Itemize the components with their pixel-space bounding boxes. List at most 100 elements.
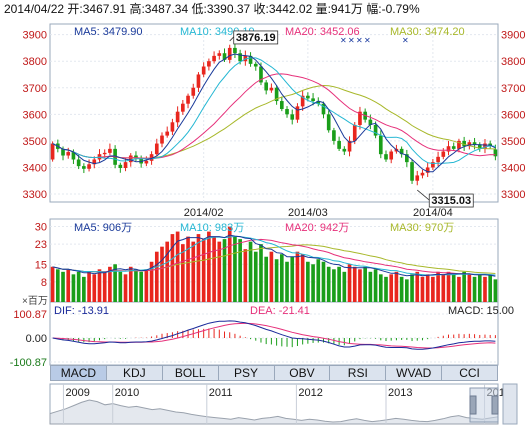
volume-bar	[347, 264, 352, 302]
candle-body	[274, 87, 279, 102]
volume-ma-legend: MA30: 970万	[390, 222, 454, 234]
volume-bar	[128, 266, 133, 302]
candle-body	[139, 158, 143, 164]
tab-kdj[interactable]: KDJ	[107, 366, 163, 380]
candle-body	[170, 122, 175, 132]
volume-bar	[175, 231, 180, 302]
price-ytick-right: 3900	[501, 30, 525, 42]
price-ytick-right: 3600	[501, 109, 525, 121]
macd-dif-line	[52, 320, 496, 350]
candle-body	[259, 66, 263, 83]
volume-bar	[410, 274, 414, 302]
candle-body	[233, 47, 237, 54]
volume-bar	[217, 241, 222, 302]
volume-bar	[446, 271, 451, 302]
candle-body	[441, 151, 446, 157]
candle-body	[462, 140, 466, 147]
volume-bar	[405, 279, 409, 302]
overview-scrollbar	[502, 383, 518, 425]
volume-bar	[358, 269, 362, 302]
volume-bar	[92, 274, 97, 302]
price-ytick-left: 3900	[23, 30, 47, 42]
volume-bar	[222, 239, 227, 302]
event-marker: ✕	[348, 36, 355, 45]
volume-bar	[181, 244, 185, 302]
ma20-line	[52, 73, 496, 159]
candle-body	[207, 61, 211, 67]
overview-year-label: 2013	[388, 387, 412, 399]
price-ma-legend: MA30: 3474.20	[390, 26, 465, 38]
price-ytick-right: 3400	[501, 162, 525, 174]
candle-body	[337, 140, 341, 149]
macd-ytick: 100.87	[13, 309, 47, 321]
volume-bar	[160, 246, 164, 302]
volume-bar	[149, 261, 154, 302]
candle-body	[306, 95, 310, 99]
volume-bar	[170, 234, 175, 302]
volume-bar	[321, 261, 326, 302]
volume-bar	[123, 274, 128, 302]
candle-body	[92, 159, 97, 165]
candle-body	[410, 162, 414, 181]
volume-bar	[441, 274, 446, 302]
price-ytick-left: 3800	[23, 56, 47, 68]
volume-bar	[394, 271, 399, 302]
candle-body	[269, 87, 274, 91]
volume-bar	[165, 241, 170, 302]
annotation-box	[233, 30, 279, 45]
macd-legend: MACD: 15.00	[448, 305, 514, 317]
price-xtick: 2014/02	[184, 207, 224, 219]
volume-bar	[389, 274, 394, 302]
candle-body	[431, 162, 435, 168]
candle-body	[290, 114, 295, 120]
volume-ma-legend: MA20: 942万	[285, 222, 349, 234]
candle-body	[196, 74, 201, 88]
overview-year-label: 2012	[298, 387, 322, 399]
tab-macd[interactable]: MACD	[51, 366, 107, 380]
volume-bar	[337, 266, 341, 302]
overview-year-label: 2010	[115, 387, 139, 399]
volume-bar	[191, 241, 196, 302]
volume-bar	[483, 276, 487, 302]
candle-body	[123, 162, 128, 168]
candle-body	[76, 159, 81, 167]
candle-body	[399, 148, 404, 155]
volume-bar	[399, 276, 404, 302]
candle-body	[295, 106, 300, 120]
volume-bar	[71, 274, 76, 302]
tab-cci[interactable]: CCI	[459, 366, 480, 380]
candle-body	[472, 142, 477, 145]
tab-psy[interactable]: PSY	[219, 366, 275, 380]
tab-rsi[interactable]: RSI	[330, 366, 387, 380]
tab-boll[interactable]: BOLL	[163, 366, 219, 380]
volume-bar	[311, 264, 315, 302]
price-ytick-left: 3300	[23, 189, 47, 201]
volume-bar	[97, 269, 102, 302]
price-ytick-right: 3500	[501, 136, 525, 148]
volume-bar	[212, 236, 216, 302]
volume-bar	[285, 261, 289, 302]
ma5-line	[52, 53, 496, 173]
volume-bar	[248, 241, 253, 302]
price-ytick-right: 3700	[501, 83, 525, 95]
candle-body	[420, 172, 425, 176]
candle-body	[212, 55, 216, 62]
tab-obv[interactable]: OBV	[275, 366, 331, 380]
macd-ytick: -100.87	[10, 357, 47, 369]
volume-ytick: 8	[41, 277, 47, 289]
volume-bar	[243, 249, 248, 302]
volume-bar	[472, 276, 477, 302]
volume-bar	[420, 276, 425, 302]
tab-wvad[interactable]: WVAD	[386, 366, 443, 380]
price-xtick: 2014/04	[413, 207, 453, 219]
candle-body	[389, 151, 394, 160]
price-ytick-left: 3400	[23, 162, 47, 174]
candle-body	[238, 53, 242, 62]
candle-body	[227, 47, 232, 60]
candle-body	[264, 82, 269, 91]
price-ytick-left: 3600	[23, 109, 47, 121]
candle-body	[493, 149, 498, 157]
annotation-leader	[416, 189, 430, 201]
